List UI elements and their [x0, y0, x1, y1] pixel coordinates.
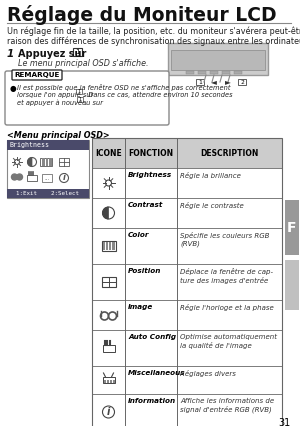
FancyBboxPatch shape	[73, 48, 82, 55]
Bar	[7, 140, 89, 198]
FancyBboxPatch shape	[238, 79, 246, 85]
Text: Brightness: Brightness	[10, 142, 50, 148]
Bar	[186, 71, 194, 74]
Bar	[109, 242, 111, 250]
Text: Réglages divers: Réglages divers	[180, 370, 236, 377]
Text: 1: 1	[7, 49, 14, 59]
Text: Appuyez sur: Appuyez sur	[18, 49, 86, 59]
Bar	[103, 242, 105, 250]
Circle shape	[16, 174, 22, 180]
Text: .: .	[85, 100, 87, 106]
Text: 1:Exit    2:Select: 1:Exit 2:Select	[16, 191, 80, 196]
Text: Information: Information	[128, 398, 176, 404]
Text: Régle l'horloge et la phase: Régle l'horloge et la phase	[180, 304, 274, 311]
Text: ...: ...	[44, 176, 50, 181]
Bar	[92, 138, 282, 426]
Bar	[42, 158, 44, 166]
Text: 1: 1	[77, 89, 81, 94]
Text: Déplace la fenêtre de cap-
ture des images d'entrée: Déplace la fenêtre de cap- ture des imag…	[180, 268, 273, 284]
Bar	[112, 242, 115, 250]
Text: Optimise automatiquement
la qualité de l'image: Optimise automatiquement la qualité de l…	[180, 334, 277, 349]
Circle shape	[11, 174, 17, 180]
Bar	[59, 158, 69, 166]
Bar	[198, 71, 206, 74]
Text: Position: Position	[128, 268, 161, 274]
Text: Affiche les informations de
signal d'entrée RGB (RVB): Affiche les informations de signal d'ent…	[180, 398, 274, 413]
Bar	[106, 380, 109, 383]
Text: Régle la brillance: Régle la brillance	[180, 172, 241, 179]
Text: Spécifie les couleurs RGB
(RVB): Spécifie les couleurs RGB (RVB)	[180, 232, 269, 247]
Bar	[171, 50, 265, 70]
Bar	[12, 177, 22, 180]
Text: ●: ●	[10, 84, 16, 93]
Bar	[103, 345, 115, 352]
Text: Contrast: Contrast	[128, 202, 164, 208]
Bar	[7, 140, 89, 150]
Text: Un réglage fin de la taille, la position, etc. du moniteur s'avérera peut-être n: Un réglage fin de la taille, la position…	[7, 27, 300, 37]
Text: Color: Color	[128, 232, 149, 238]
Text: Réglage du Moniteur LCD: Réglage du Moniteur LCD	[7, 5, 277, 25]
Bar	[210, 71, 218, 74]
Wedge shape	[103, 207, 109, 219]
Bar	[222, 71, 230, 74]
Text: et appuyer à nouveau sur: et appuyer à nouveau sur	[17, 100, 103, 106]
Bar	[49, 158, 52, 166]
Bar	[112, 380, 115, 383]
Text: Auto Config: Auto Config	[128, 334, 176, 340]
Text: 31: 31	[279, 418, 291, 426]
Bar	[40, 158, 52, 166]
Bar	[103, 377, 115, 383]
Bar	[42, 174, 52, 182]
Text: Régle le contraste: Régle le contraste	[180, 202, 244, 209]
Bar	[101, 277, 116, 287]
Text: 1: 1	[75, 49, 79, 55]
Text: i: i	[107, 407, 110, 417]
Text: 1: 1	[198, 80, 202, 84]
Bar	[92, 138, 282, 426]
Bar	[103, 380, 106, 383]
Text: Miscellaneous: Miscellaneous	[128, 370, 186, 376]
Text: lorsque l'on appuie sur: lorsque l'on appuie sur	[17, 92, 93, 98]
Bar	[168, 43, 268, 75]
Text: Brightness: Brightness	[128, 172, 172, 178]
FancyBboxPatch shape	[77, 97, 83, 102]
Bar	[285, 200, 299, 255]
Text: Le menu principal OSD s'affiche.: Le menu principal OSD s'affiche.	[18, 59, 148, 68]
Text: 2: 2	[240, 80, 244, 84]
FancyBboxPatch shape	[196, 79, 204, 85]
Text: ICONE: ICONE	[95, 149, 122, 158]
Text: raison des différences de synchronisation des signaux entre les ordinateurs.: raison des différences de synchronisatio…	[7, 36, 300, 46]
Bar	[46, 158, 48, 166]
Text: F: F	[287, 221, 297, 234]
Text: REMARQUE: REMARQUE	[14, 72, 60, 78]
Text: ►: ►	[225, 78, 231, 86]
Bar	[106, 242, 108, 250]
Bar	[110, 380, 112, 383]
Text: FONCTION: FONCTION	[128, 149, 174, 158]
Bar	[27, 175, 37, 181]
Text: 1: 1	[78, 97, 82, 102]
Text: Il est possible que la fenêtre OSD ne s'affiche pas correctement: Il est possible que la fenêtre OSD ne s'…	[17, 84, 230, 91]
Bar	[285, 260, 299, 310]
Bar	[234, 71, 242, 74]
FancyBboxPatch shape	[5, 71, 169, 125]
Bar	[7, 189, 89, 198]
Wedge shape	[28, 158, 32, 167]
Text: i: i	[63, 173, 65, 182]
Text: Image: Image	[128, 304, 153, 310]
FancyBboxPatch shape	[12, 70, 62, 80]
FancyBboxPatch shape	[76, 89, 82, 94]
Text: DESCRIPTION: DESCRIPTION	[200, 149, 259, 158]
Bar	[92, 138, 282, 168]
Text: <Menu principal OSD>: <Menu principal OSD>	[7, 131, 110, 140]
Bar	[101, 241, 116, 251]
Text: . Dans ce cas, attendre environ 10 secondes: . Dans ce cas, attendre environ 10 secon…	[84, 92, 232, 98]
Text: ◄: ◄	[211, 78, 217, 86]
